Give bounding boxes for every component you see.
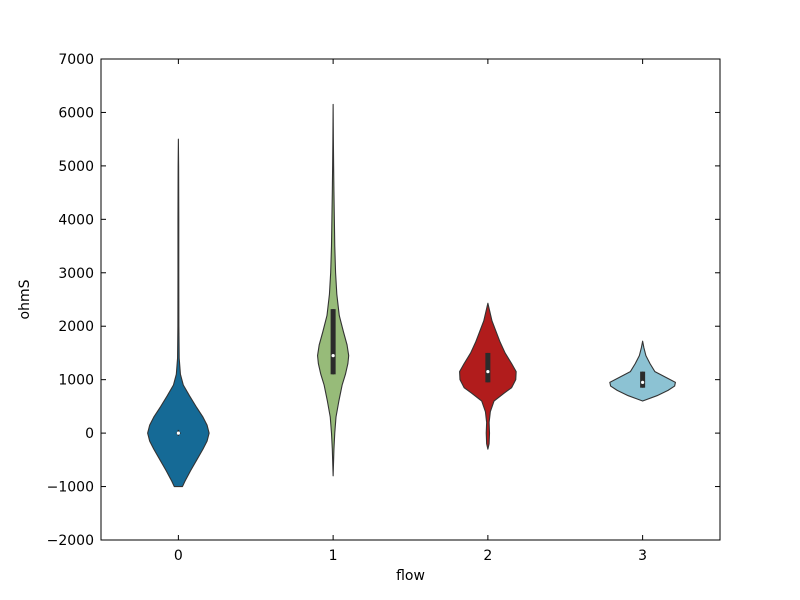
y-axis-label: ohmS [17,279,33,319]
y-tick-label: 5000 [58,159,94,175]
violin-box-1 [330,309,336,375]
ticks-layer: −2000 −1000 0 1000 2000 3000 4000 5000 6000 7000 0… [47,52,720,564]
violin-body-1 [317,103,350,477]
y-tick-label: −1000 [47,480,94,496]
x-tick-label: 0 [174,548,183,564]
y-tick-label: 0 [85,426,94,442]
y-tick-label: 6000 [58,105,94,121]
y-tick-label: −2000 [47,533,94,549]
violin-body-0 [147,138,210,488]
violins-layer [147,103,676,488]
violin-box-2 [485,352,491,383]
y-tick-label: 7000 [58,52,94,68]
y-tick-label: 3000 [58,266,94,282]
x-tick-label: 3 [638,548,647,564]
violin-body-3 [609,340,676,402]
violin-box-3 [640,371,646,388]
y-tick-label: 2000 [58,319,94,335]
x-tick-label: 2 [483,548,492,564]
y-tick-label: 1000 [58,373,94,389]
y-tick-label: 4000 [58,212,94,228]
violin-median-0 [176,431,180,435]
violin-median-2 [486,370,490,374]
violin-median-1 [331,354,335,358]
x-tick-label: 1 [329,548,338,564]
plot-frame [100,58,721,541]
x-axis-label: flow [396,568,425,584]
violin-median-3 [641,380,645,384]
